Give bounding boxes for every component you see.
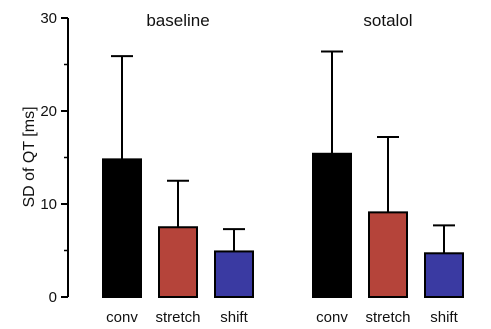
category-label: conv [106, 309, 138, 326]
bar [158, 226, 198, 298]
bar [214, 250, 254, 298]
category-label: conv [316, 309, 348, 326]
y-tick-label: 20 [40, 103, 57, 120]
bar [424, 252, 464, 298]
y-tick-label: 0 [49, 289, 57, 306]
category-label: stretch [365, 309, 410, 326]
category-label: stretch [155, 309, 200, 326]
bar [368, 211, 408, 298]
y-tick-label: 30 [40, 10, 57, 27]
group-label: baseline [146, 11, 209, 30]
error-bars [111, 50, 455, 254]
y-axis: 0 10 20 30 [40, 10, 69, 306]
bars [102, 152, 464, 298]
category-label: shift [430, 309, 458, 326]
y-axis-label: SD of QT [ms] [21, 106, 38, 207]
group-label: sotalol [363, 11, 412, 30]
category-label: shift [220, 309, 248, 326]
bar [312, 152, 352, 298]
y-tick-label: 10 [40, 196, 57, 213]
bar [102, 158, 142, 298]
labels: baseline conv stretch shift sotalol conv stret… [106, 11, 458, 326]
